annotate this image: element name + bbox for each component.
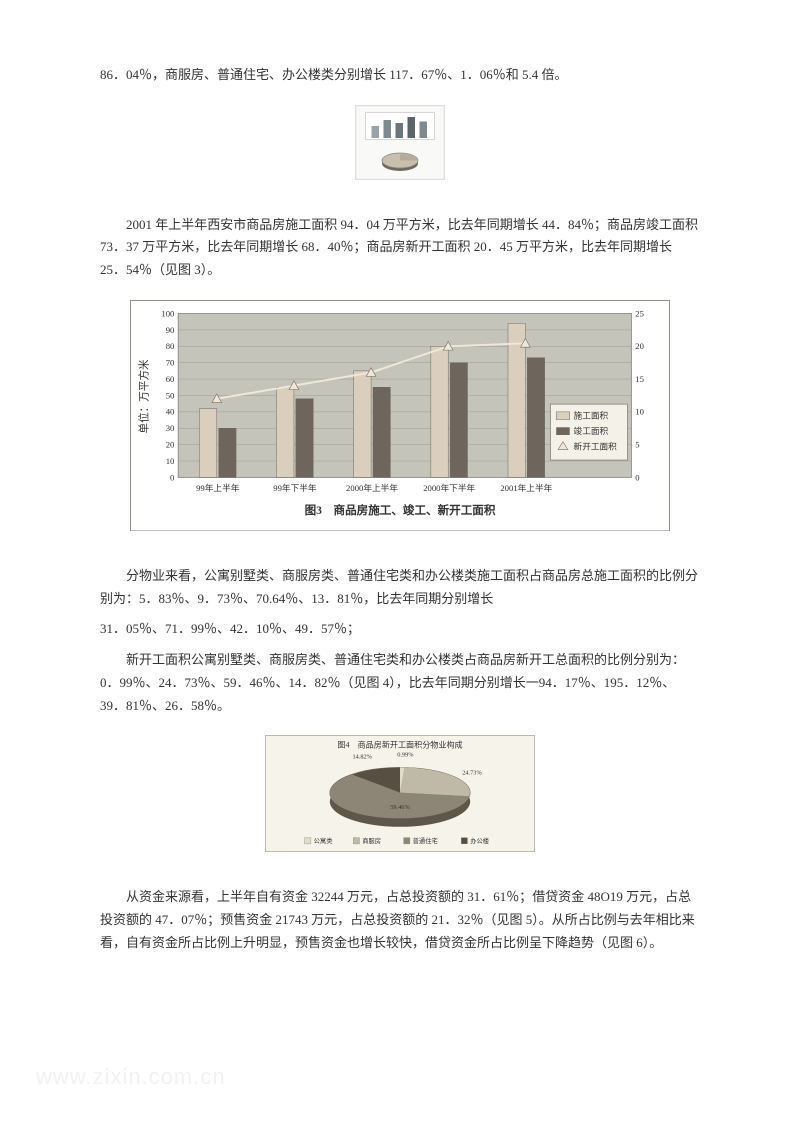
fig3-caption: 图3 商品房施工、竣工、新开工面积 [305, 503, 496, 517]
paragraph-1: 86．04％，商服房、普通住宅、办公楼类分别增长 117．67％、1．06％和 … [100, 64, 700, 87]
fig3-ylabel: 单位：万平方米 [137, 359, 150, 434]
figure-3: 单位：万平方米 0 10 2 [100, 300, 700, 539]
svg-text:14.82%: 14.82% [352, 754, 372, 761]
svg-text:59.46%: 59.46% [390, 804, 410, 811]
svg-text:新开工面积: 新开工面积 [574, 440, 618, 451]
svg-text:50: 50 [166, 390, 175, 400]
figure-3-svg: 单位：万平方米 0 10 2 [130, 300, 670, 531]
paragraph-3b: 31．05％、71．99％、42．10％、49．57％； [100, 618, 700, 641]
svg-text:70: 70 [166, 357, 175, 367]
svg-text:40: 40 [166, 406, 175, 416]
svg-text:普通住宅: 普通住宅 [413, 836, 438, 845]
fig4-title: 图4 商品房新开工面积分物业构成 [337, 740, 462, 750]
svg-text:100: 100 [161, 308, 174, 318]
svg-text:商服房: 商服房 [362, 836, 381, 845]
svg-text:24.73%: 24.73% [462, 770, 482, 777]
svg-text:办公楼: 办公楼 [470, 836, 490, 845]
svg-text:80: 80 [166, 341, 175, 351]
svg-text:99年下半年: 99年下半年 [273, 482, 317, 493]
svg-text:2000年上半年: 2000年上半年 [346, 482, 398, 493]
svg-text:20: 20 [166, 439, 175, 449]
paragraph-3: 分物业来看，公寓别墅类、商服房类、普通住宅类和办公楼类施工面积占商品房总施工面积… [100, 565, 700, 611]
figure-4-svg: 图4 商品房新开工面积分物业构成 14.82% 0.99% 24.73% 59.… [265, 735, 535, 852]
svg-text:0: 0 [635, 472, 639, 482]
figure-small-svg [355, 105, 445, 180]
svg-text:25: 25 [635, 308, 644, 318]
svg-text:15: 15 [635, 374, 644, 384]
figure-small-thumb [100, 105, 700, 188]
svg-text:0: 0 [170, 472, 174, 482]
document-page: 86．04％，商服房、普通住宅、办公楼类分别增长 117．67％、1．06％和 … [0, 0, 800, 1132]
fig3-legend: 施工面积 竣工面积 新开工面积 [550, 404, 627, 460]
svg-text:竣工面积: 竣工面积 [574, 425, 609, 436]
svg-text:90: 90 [166, 325, 175, 335]
svg-text:5: 5 [635, 439, 639, 449]
svg-text:施工面积: 施工面积 [574, 409, 609, 420]
svg-text:10: 10 [166, 456, 175, 466]
svg-text:0.99%: 0.99% [397, 752, 414, 759]
paragraph-2: 2001 年上半年西安市商品房施工面积 94．04 万平方米，比去年同期增长 4… [100, 214, 700, 282]
svg-text:20: 20 [635, 341, 644, 351]
svg-text:60: 60 [166, 374, 175, 384]
watermark: www.zixin.com.cn [36, 1058, 226, 1097]
svg-text:2001年上半年: 2001年上半年 [500, 482, 552, 493]
figure-4: 图4 商品房新开工面积分物业构成 14.82% 0.99% 24.73% 59.… [100, 735, 700, 860]
svg-text:99年上半年: 99年上半年 [196, 482, 240, 493]
svg-text:2000年下半年: 2000年下半年 [423, 482, 475, 493]
svg-text:10: 10 [635, 406, 644, 416]
paragraph-4: 新开工面积公寓别墅类、商服房类、普通住宅类和办公楼类占商品房新开工总面积的比例分… [100, 649, 700, 717]
paragraph-5: 从资金来源看，上半年自有资金 32244 万元，占总投资额的 31．61％；借贷… [100, 886, 700, 954]
svg-text:公寓类: 公寓类 [314, 836, 334, 845]
svg-text:30: 30 [166, 423, 175, 433]
